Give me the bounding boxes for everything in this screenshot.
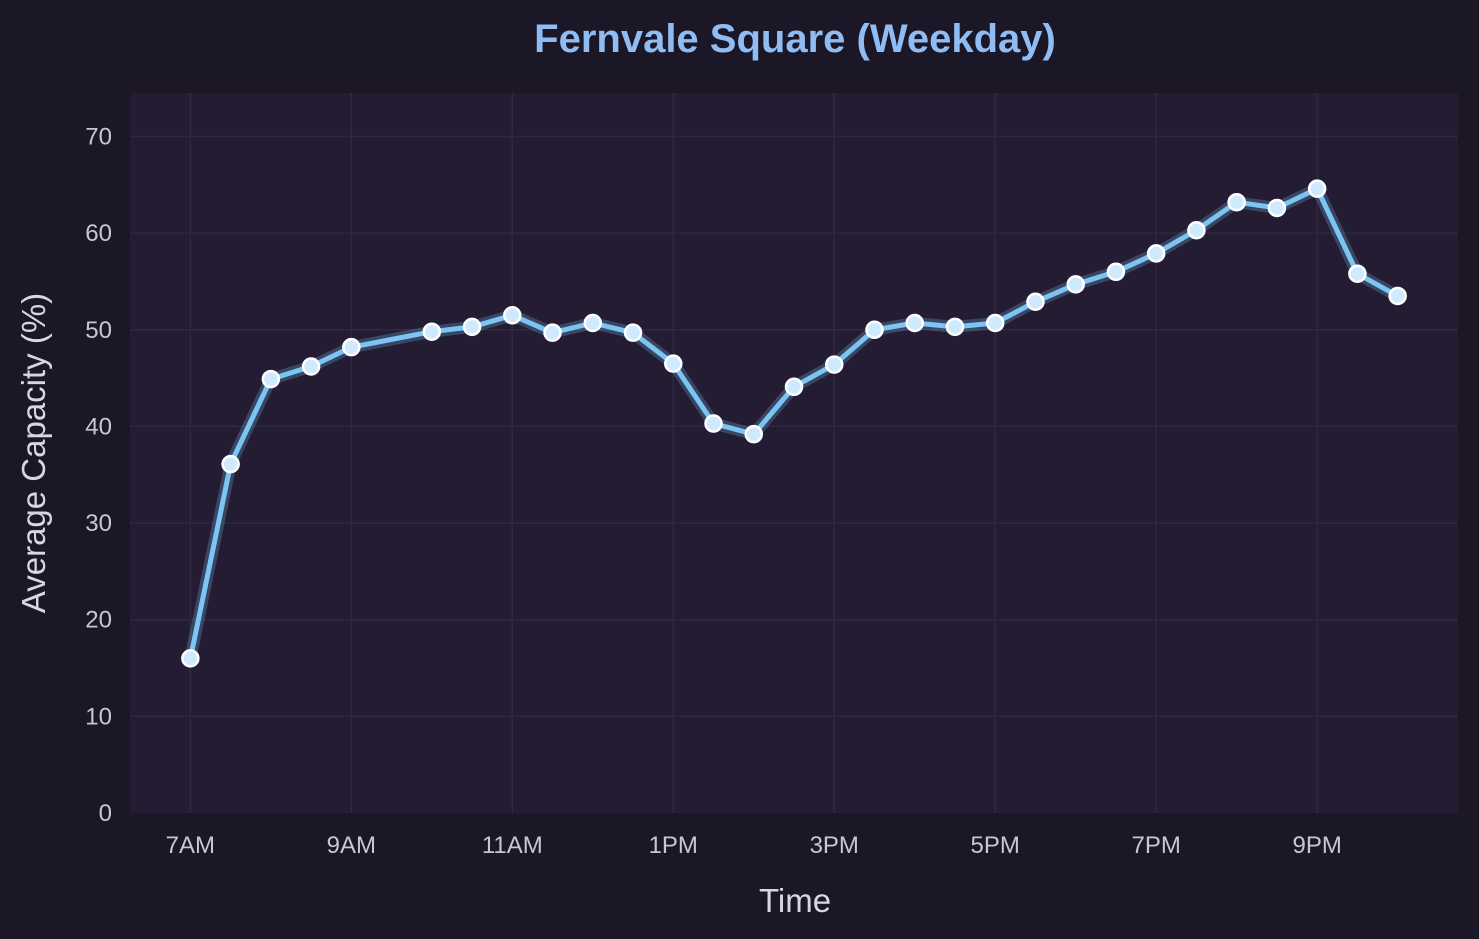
y-tick-label: 40 [85, 413, 112, 440]
data-point [664, 354, 683, 373]
series [181, 179, 1407, 668]
data-point [1106, 262, 1126, 282]
ticks: 0 10 20 30 40 50 60 70 7AM 9AM 11AM 1PM 3PM 5PM 7PM 9PM [85, 123, 1342, 859]
data-point [261, 369, 281, 389]
data-point [704, 414, 723, 433]
x-tick-label: 9PM [1292, 832, 1341, 859]
data-point [1026, 292, 1045, 312]
data-point [543, 323, 562, 342]
data-point [1307, 179, 1327, 198]
data-point [422, 322, 442, 341]
x-tick-label: 9AM [327, 832, 376, 859]
data-point [1348, 264, 1367, 283]
x-tick-label: 1PM [649, 832, 698, 859]
data-point [503, 306, 522, 325]
data-point [1267, 198, 1287, 218]
data-point [221, 454, 240, 474]
x-axis-label: Time [759, 882, 831, 919]
x-tick-label: 7AM [166, 832, 215, 859]
y-tick-label: 70 [85, 123, 112, 150]
y-tick-label: 60 [85, 220, 112, 247]
data-point [342, 337, 361, 357]
y-tick-label: 10 [85, 703, 112, 730]
x-tick-label: 3PM [810, 832, 859, 859]
data-point [744, 424, 764, 444]
y-tick-label: 50 [85, 317, 112, 344]
data-point [784, 377, 804, 397]
y-axis-label: Average Capacity (%) [15, 293, 52, 613]
data-point [824, 355, 844, 374]
y-tick-label: 0 [99, 800, 112, 827]
data-point [905, 313, 924, 333]
grid [130, 93, 1458, 813]
data-point [1187, 220, 1206, 240]
data-point [583, 313, 603, 333]
data-point [181, 649, 200, 668]
x-tick-label: 5PM [971, 832, 1020, 859]
data-point [1227, 192, 1246, 212]
data-point [985, 313, 1005, 333]
data-point [462, 317, 482, 337]
data-point [1388, 286, 1407, 306]
chart-title: Fernvale Square (Weekday) [534, 17, 1056, 61]
data-point [301, 357, 321, 376]
data-point [865, 320, 884, 340]
data-point [623, 323, 643, 342]
x-tick-label: 11AM [482, 832, 543, 859]
y-tick-label: 20 [85, 607, 112, 634]
data-point [945, 317, 965, 337]
data-point [1146, 244, 1166, 263]
y-tick-label: 30 [85, 510, 112, 537]
x-tick-label: 7PM [1132, 832, 1181, 859]
data-point [1066, 275, 1085, 294]
